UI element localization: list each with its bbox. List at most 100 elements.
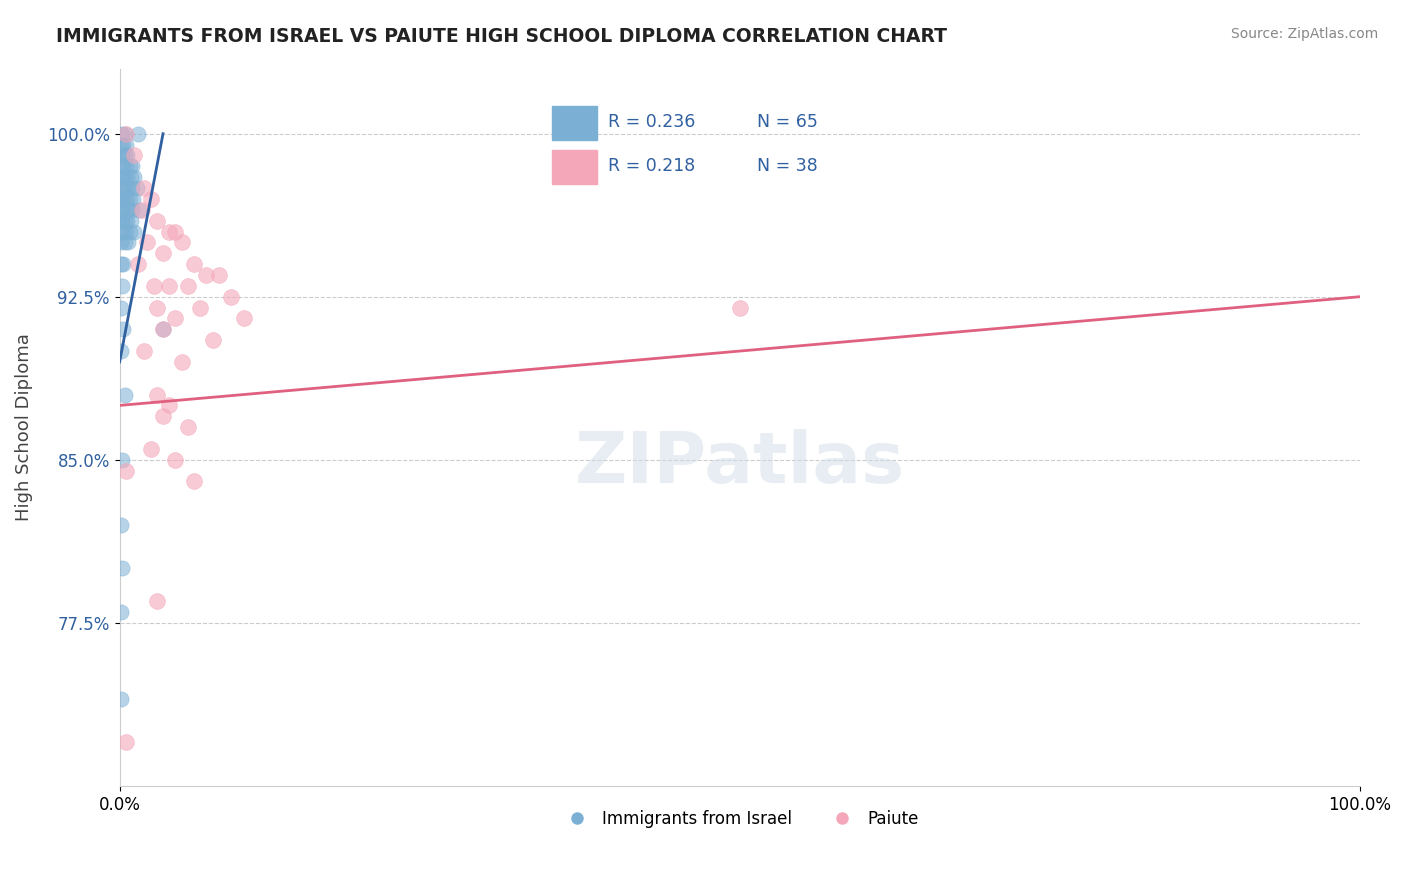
Point	[117, 181, 139, 195]
Point	[117, 202, 139, 217]
Point	[127, 127, 149, 141]
Point	[112, 159, 135, 173]
Text: R = 0.218: R = 0.218	[609, 158, 696, 176]
FancyBboxPatch shape	[553, 106, 598, 140]
Point	[131, 202, 153, 217]
Point	[114, 137, 136, 152]
Point	[124, 148, 146, 162]
Point	[139, 192, 162, 206]
Point	[110, 518, 132, 533]
Point	[110, 301, 132, 315]
Text: Source: ZipAtlas.com: Source: ZipAtlas.com	[1230, 27, 1378, 41]
Point	[121, 159, 143, 173]
Point	[146, 387, 169, 401]
Point	[157, 399, 180, 413]
Point	[114, 181, 136, 195]
Point	[114, 387, 136, 401]
Point	[110, 225, 132, 239]
Point	[111, 278, 134, 293]
Text: ZIPatlas: ZIPatlas	[575, 428, 904, 498]
Point	[146, 301, 169, 315]
Point	[134, 181, 156, 195]
Point	[110, 257, 132, 271]
Point	[124, 225, 146, 239]
Point	[115, 213, 138, 227]
Point	[110, 344, 132, 359]
Point	[165, 225, 187, 239]
Point	[165, 452, 187, 467]
Point	[114, 213, 136, 227]
Point	[118, 192, 141, 206]
Point	[110, 170, 132, 185]
Point	[128, 202, 150, 217]
Point	[110, 137, 132, 152]
Point	[118, 225, 141, 239]
Point	[110, 181, 132, 195]
Point	[110, 605, 132, 619]
Point	[110, 691, 132, 706]
Point	[121, 202, 143, 217]
Point	[110, 159, 132, 173]
Point	[114, 192, 136, 206]
Point	[110, 192, 132, 206]
Point	[183, 257, 205, 271]
Point	[152, 409, 174, 424]
Point	[201, 333, 224, 347]
Text: R = 0.236: R = 0.236	[609, 113, 696, 131]
Point	[183, 475, 205, 489]
Point	[114, 735, 136, 749]
Point	[208, 268, 231, 282]
Point	[117, 235, 139, 250]
Point	[114, 202, 136, 217]
FancyBboxPatch shape	[553, 150, 598, 184]
Point	[110, 202, 132, 217]
Point	[170, 355, 193, 369]
Point	[152, 322, 174, 336]
Point	[152, 246, 174, 260]
Point	[110, 148, 132, 162]
Point	[114, 148, 136, 162]
Text: IMMIGRANTS FROM ISRAEL VS PAIUTE HIGH SCHOOL DIPLOMA CORRELATION CHART: IMMIGRANTS FROM ISRAEL VS PAIUTE HIGH SC…	[56, 27, 948, 45]
Point	[188, 301, 211, 315]
Point	[135, 235, 157, 250]
Point	[146, 594, 169, 608]
Point	[111, 127, 134, 141]
Point	[152, 322, 174, 336]
Point	[114, 170, 136, 185]
Point	[111, 170, 134, 185]
Point	[112, 202, 135, 217]
Point	[165, 311, 187, 326]
Point	[219, 290, 242, 304]
Point	[111, 213, 134, 227]
Point	[120, 170, 142, 185]
Point	[114, 127, 136, 141]
Point	[121, 181, 143, 195]
Point	[120, 213, 142, 227]
Point	[139, 442, 162, 456]
Point	[157, 225, 180, 239]
Point	[110, 235, 132, 250]
Point	[232, 311, 254, 326]
Point	[111, 192, 134, 206]
Point	[112, 181, 135, 195]
Point	[177, 420, 200, 434]
Point	[114, 159, 136, 173]
Text: N = 38: N = 38	[758, 158, 818, 176]
Point	[115, 170, 138, 185]
Point	[110, 213, 132, 227]
Point	[125, 181, 148, 195]
Point	[134, 344, 156, 359]
Point	[114, 225, 136, 239]
Point	[122, 192, 145, 206]
Point	[112, 322, 135, 336]
Point	[115, 148, 138, 162]
Point	[143, 278, 166, 293]
Point	[146, 213, 169, 227]
Point	[114, 235, 136, 250]
Point	[170, 235, 193, 250]
Point	[111, 452, 134, 467]
Point	[177, 278, 200, 293]
Point	[728, 301, 751, 315]
Point	[195, 268, 218, 282]
Point	[157, 278, 180, 293]
